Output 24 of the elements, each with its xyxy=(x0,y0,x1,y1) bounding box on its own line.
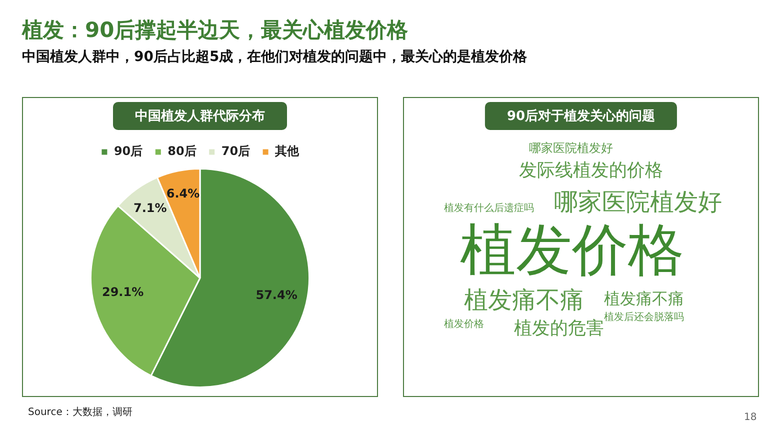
data-label: 7.1% xyxy=(133,201,167,216)
text: 植发痛不痛 xyxy=(464,286,584,314)
legend-label: 90后 xyxy=(114,144,143,158)
text: 植发价格 xyxy=(444,319,484,330)
text: 植发价格 xyxy=(460,218,684,283)
source-note: Source：大数据，调研 xyxy=(28,406,132,419)
data-label: 57.4% xyxy=(256,288,298,302)
legend-label: 70后 xyxy=(221,144,250,158)
text: 18 xyxy=(744,412,757,423)
text: 发际线植发的价格 xyxy=(519,160,663,181)
text: 植发的危害 xyxy=(514,318,604,339)
text: 哪家医院植发好 xyxy=(554,188,722,216)
chart-title: 植发：90后撑起半边天，最关心植发价格 xyxy=(22,17,408,44)
chart-subtitle: 中国植发人群中，90后占比超5成，在他们对植发的问题中，最关心的是植发价格 xyxy=(22,48,528,66)
legend-label: 其他 xyxy=(274,144,300,158)
text: 植发有什么后遗症吗 xyxy=(444,203,534,214)
text: 中国植发人群代际分布 xyxy=(113,102,287,130)
text: 90后对于植发关心的问题 xyxy=(484,102,678,130)
legend-label: 80后 xyxy=(168,144,196,158)
text: 植发痛不痛 xyxy=(604,289,684,308)
text: 植发后还会脱落吗 xyxy=(604,312,684,323)
text: 哪家医院植发好 xyxy=(529,141,613,155)
data-label: 29.1% xyxy=(102,285,144,300)
data-label: 6.4% xyxy=(166,186,200,201)
